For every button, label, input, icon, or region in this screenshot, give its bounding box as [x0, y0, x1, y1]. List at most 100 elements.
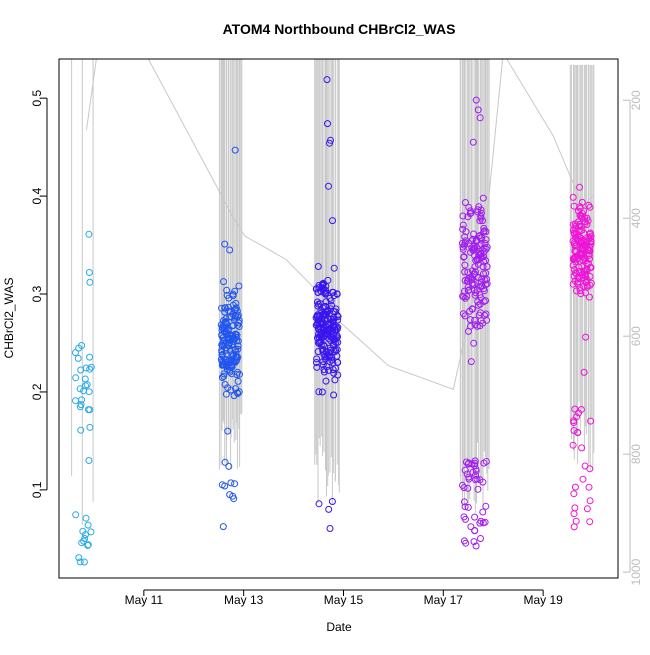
data-point	[80, 558, 88, 566]
data-point	[472, 96, 480, 104]
data-point	[569, 193, 577, 201]
data-point	[473, 255, 481, 263]
data-point	[583, 238, 591, 246]
data-point	[234, 337, 242, 345]
data-point	[319, 361, 327, 369]
data-point	[586, 465, 594, 473]
data-point	[586, 518, 594, 526]
data-point	[583, 282, 591, 289]
data-point	[231, 480, 239, 488]
data-point	[573, 413, 581, 421]
data-point	[330, 391, 338, 399]
data-point	[331, 308, 339, 316]
data-point	[573, 287, 580, 295]
data-point	[477, 535, 484, 542]
x-axis-label: Date	[326, 620, 352, 634]
data-point	[232, 348, 240, 356]
data-point	[470, 538, 478, 546]
data-point	[80, 537, 88, 545]
data-point	[76, 403, 84, 411]
data-point	[220, 372, 228, 380]
data-point	[482, 502, 490, 510]
data-point	[222, 346, 230, 354]
data-point	[86, 365, 94, 373]
data-point	[222, 318, 230, 326]
data-point	[569, 441, 577, 449]
data-point	[464, 484, 472, 492]
data-point	[470, 339, 478, 347]
data-point	[461, 312, 469, 320]
data-point	[576, 203, 584, 211]
data-point	[581, 243, 589, 251]
data-point	[569, 261, 577, 269]
data-point	[586, 229, 594, 237]
data-point	[571, 241, 578, 248]
data-point	[325, 505, 333, 513]
data-point	[315, 500, 323, 508]
data-point	[478, 282, 486, 290]
data-point	[586, 497, 594, 505]
data-point	[221, 458, 229, 466]
data-point	[313, 355, 321, 363]
data-point	[570, 510, 578, 518]
data-point	[581, 220, 589, 228]
data-point	[329, 288, 337, 296]
data-point	[84, 541, 92, 549]
data-point	[221, 240, 229, 248]
data-point	[231, 358, 239, 366]
data-point	[461, 268, 469, 276]
data-point	[78, 396, 86, 404]
data-point	[474, 301, 482, 309]
data-point	[330, 346, 338, 354]
data-point	[459, 212, 467, 220]
y2-tick-label: 600	[629, 326, 643, 346]
data-point	[87, 363, 95, 371]
data-point	[87, 528, 95, 536]
data-point	[74, 354, 82, 362]
y-tick-label: 0.3	[30, 285, 44, 302]
data-point	[465, 327, 472, 335]
data-point	[464, 287, 472, 295]
points-clipped	[72, 76, 595, 566]
data-point	[76, 558, 84, 566]
data-point	[481, 276, 489, 284]
data-point	[326, 525, 334, 532]
data-point	[459, 245, 467, 253]
data-point	[224, 427, 232, 435]
data-point	[75, 554, 83, 562]
data-point	[480, 459, 488, 467]
y2-tick-label: 1000	[629, 558, 643, 585]
data-point	[471, 316, 479, 324]
data-point	[462, 539, 470, 547]
data-point	[580, 368, 588, 376]
data-point	[483, 316, 491, 324]
data-point	[329, 359, 337, 367]
data-point	[221, 308, 229, 316]
data-point	[461, 466, 469, 474]
data-point	[574, 428, 582, 436]
data-point	[222, 350, 230, 358]
data-point	[219, 342, 227, 350]
data-point	[334, 316, 342, 324]
data-point	[473, 322, 481, 330]
data-point	[469, 138, 477, 146]
data-point	[72, 397, 79, 405]
data-point	[459, 221, 467, 229]
data-point	[328, 334, 336, 342]
data-point	[221, 381, 229, 388]
data-point	[576, 211, 584, 219]
data-point	[320, 326, 328, 334]
data-point	[477, 212, 485, 220]
y-tick-label: 0.1	[30, 481, 44, 498]
data-point	[468, 279, 476, 287]
data-point	[570, 427, 578, 434]
altitude-clipped	[71, 59, 595, 525]
data-point	[585, 483, 593, 491]
y-tick-label: 0.5	[30, 90, 44, 107]
data-point	[83, 381, 91, 389]
data-point	[464, 503, 472, 511]
data-point	[585, 293, 593, 301]
data-point	[334, 338, 342, 346]
x-tick-label: May 15	[324, 593, 364, 607]
data-point	[586, 281, 594, 289]
